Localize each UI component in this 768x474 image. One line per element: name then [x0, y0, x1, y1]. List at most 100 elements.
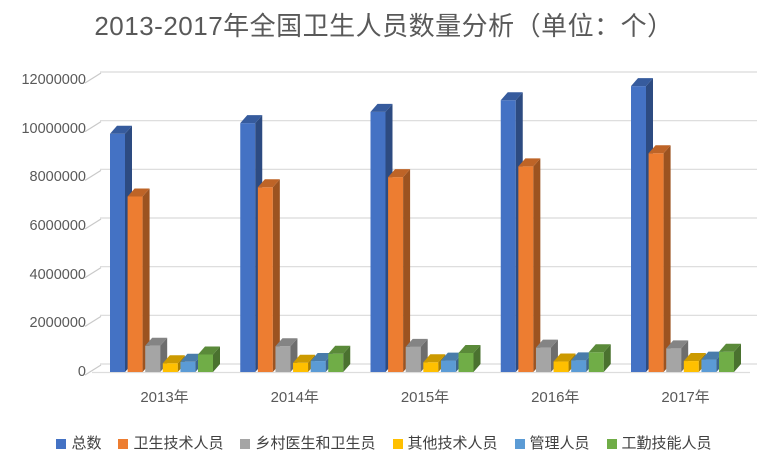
legend-swatch-icon — [56, 439, 67, 449]
bar-s2-c4-top — [666, 340, 689, 349]
legend-label: 卫生技术人员 — [133, 435, 224, 452]
legend-item: 总数 — [56, 434, 101, 454]
bar-s3-c4-front — [683, 361, 699, 372]
bar-s1-c3-side — [533, 158, 541, 372]
y-tick-label: 12000000 — [21, 72, 86, 88]
bar-s1-c2-top — [388, 169, 411, 178]
bar-s4-c2-front — [440, 360, 456, 372]
y-tick-label: 0 — [77, 364, 86, 380]
bar-s5-c3-side — [603, 344, 611, 372]
bar-s5-c3-front — [588, 352, 604, 372]
bar-s2-c1-front — [275, 346, 291, 372]
bar-s1-c0-front — [127, 196, 143, 372]
y-tick-label: 10000000 — [21, 120, 86, 137]
y-tick-mark — [84, 169, 102, 181]
bar-s5-c2-top — [458, 345, 481, 354]
y-tick-label: 4000000 — [29, 266, 86, 283]
bar-s4-c4-top — [701, 351, 724, 360]
legend-swatch-icon — [606, 439, 617, 449]
legend-label: 乡村医生和卫生员 — [255, 435, 376, 452]
bar-s5-c0-top — [198, 346, 220, 355]
bar-s4-c3-top — [571, 352, 594, 361]
bar-s2-c0-front — [145, 345, 161, 372]
bar-s5-c0-side — [213, 346, 220, 372]
legend-swatch-icon — [514, 439, 525, 449]
bar-s5-c1-side — [343, 345, 351, 372]
y-tick-label: 6000000 — [29, 218, 86, 234]
legend: 总数 卫生技术人员 乡村医生和卫生员 其他技术人员 管理人员 工勤技能人员 — [0, 433, 768, 455]
bar-s0-c1-top — [240, 115, 263, 124]
bar-s0-c1-front — [240, 123, 256, 372]
legend-label: 工勤技能人员 — [621, 435, 712, 452]
bar-s3-c2-top — [423, 354, 446, 363]
bar-s1-c2-side — [403, 169, 411, 372]
x-axis-label: 2014年 — [270, 389, 319, 406]
bar-s0-c0-front — [110, 133, 125, 372]
legend-item: 其他技术人员 — [392, 434, 498, 454]
bar-s5-c1-front — [328, 353, 344, 372]
bar-s0-c4-top — [631, 78, 653, 87]
bar-s4-c1-front — [310, 361, 326, 372]
legend-item: 乡村医生和卫生员 — [240, 434, 376, 454]
bar-s1-c2-front — [388, 177, 404, 372]
legend-label: 其他技术人员 — [407, 435, 498, 452]
bar-s3-c0-front — [162, 363, 178, 372]
bar-s3-c1-front — [293, 362, 309, 372]
legend-swatch-icon — [392, 439, 403, 449]
bar-s1-c4-front — [648, 153, 664, 372]
y-tick-mark — [84, 364, 102, 376]
bar-s2-c4-front — [666, 348, 682, 372]
y-tick-label: 8000000 — [29, 169, 86, 186]
bar-s2-c1-top — [275, 338, 298, 347]
bar-s4-c4-front — [701, 359, 717, 372]
legend-item: 管理人员 — [514, 434, 590, 454]
bar-s2-c2-top — [405, 338, 428, 347]
bar-s0-c3-front — [500, 100, 516, 373]
bar-s0-c3-top — [500, 92, 523, 101]
bar-s4-c0-top — [180, 353, 203, 362]
y-tick-mark — [84, 72, 102, 84]
x-axis-label: 2017年 — [661, 389, 710, 406]
bar-s1-c0-top — [127, 188, 150, 197]
bar-s4-c0-front — [180, 361, 196, 372]
chart-title: 2013-2017年全国卫生人员数量分析（单位：个） — [94, 11, 674, 41]
bar-s0-c2-top — [370, 103, 393, 112]
bar-s0-c2-front — [370, 111, 386, 373]
bar-s3-c4-top — [683, 353, 706, 362]
bar-s4-c1-top — [310, 353, 333, 362]
legend-item: 卫生技术人员 — [118, 434, 223, 454]
legend-item: 工勤技能人员 — [606, 434, 712, 454]
legend-swatch-icon — [240, 439, 251, 449]
bar-s5-c2-front — [458, 353, 474, 372]
legend-label: 总数 — [71, 435, 102, 452]
legend-swatch-icon — [118, 439, 129, 449]
bar-s4-c3-front — [571, 360, 587, 372]
y-tick-label: 2000000 — [29, 315, 86, 332]
bar-s2-c3-top — [535, 339, 558, 348]
x-axis-label: 2013年 — [140, 389, 189, 406]
legend-label: 管理人员 — [529, 435, 590, 452]
y-tick-mark — [84, 121, 102, 133]
bar-s3-c1-top — [293, 354, 316, 363]
bar-s3-c3-front — [553, 361, 569, 372]
bar-s5-c4-top — [719, 343, 741, 352]
bar-s1-c3-front — [518, 166, 534, 372]
bar-s2-c2-front — [405, 346, 421, 372]
y-tick-mark — [84, 267, 102, 279]
bar-s1-c4-side — [663, 145, 671, 372]
bar-s1-c1-side — [272, 179, 280, 372]
bar-s5-c0-front — [198, 354, 213, 372]
x-axis-label: 2016年 — [531, 389, 580, 406]
bar-s2-c3-front — [535, 347, 551, 372]
x-axis-label: 2015年 — [400, 389, 450, 406]
bar-s5-c4-front — [719, 351, 734, 372]
bar-s5-c4-side — [734, 343, 741, 372]
bar-s1-c0-side — [142, 188, 150, 372]
bar-s1-c1-top — [257, 179, 280, 188]
bar-s0-c0-top — [110, 125, 132, 134]
bar-s4-c2-top — [440, 352, 463, 361]
bar-s1-c3-top — [518, 158, 541, 167]
bar-s3-c3-top — [553, 353, 576, 362]
